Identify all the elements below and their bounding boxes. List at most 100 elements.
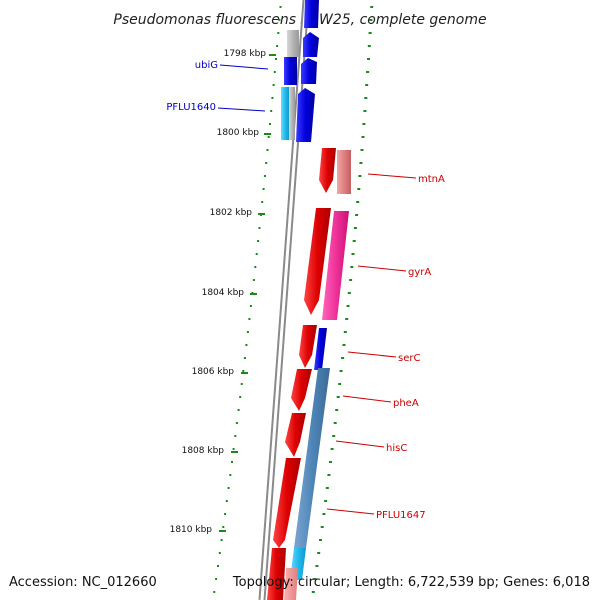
gc-dot-outer <box>365 84 369 86</box>
gene-gyrA[interactable] <box>304 208 331 315</box>
gc-dot-inner <box>261 201 264 203</box>
gc-dot-inner <box>275 58 277 60</box>
gc-dot-inner <box>269 123 271 125</box>
tick-label: 1810 kbp <box>170 525 213 535</box>
gc-dot-outer <box>367 58 370 60</box>
reverse-strand-genes <box>281 0 330 580</box>
label-PFLU1647[interactable]: PFLU1647 <box>376 510 426 521</box>
gc-dot-outer <box>351 253 355 255</box>
gene-labels: ubiG PFLU1640 mtnA gyrA serC pheA hisC P… <box>166 60 445 521</box>
gc-dot-outer <box>333 422 337 424</box>
gc-dot-inner <box>232 448 235 450</box>
gene-fragment-top[interactable] <box>304 0 319 28</box>
gc-dot-inner <box>218 552 221 554</box>
gc-dot-inner <box>272 84 275 86</box>
gc-dot-outer <box>355 214 359 216</box>
gc-dot-outer <box>325 487 329 489</box>
tick-label: 1802 kbp <box>210 208 253 218</box>
map-title: Pseudomonas fluorescens SBW25, complete … <box>113 12 486 28</box>
gc-dot-inner <box>220 539 223 541</box>
gc-dot-inner <box>227 487 230 489</box>
forward-strand-genes <box>267 148 351 600</box>
cog-pink-gyrA <box>322 211 349 320</box>
gene-bottom-lightred[interactable] <box>284 568 298 600</box>
label-gyrA[interactable]: gyrA <box>408 267 431 278</box>
label-mtnA[interactable]: mtnA <box>418 174 445 185</box>
gene-steel-block[interactable] <box>294 368 330 548</box>
gene-bottom-red[interactable] <box>267 548 286 600</box>
gc-dot-inner <box>224 513 227 515</box>
gc-dot-inner <box>231 461 233 463</box>
gc-dot-inner <box>237 409 240 411</box>
gc-dot-outer <box>342 344 346 346</box>
gc-dot-inner <box>242 370 245 372</box>
gc-dot-inner <box>262 188 265 190</box>
gc-dot-outer <box>358 175 362 177</box>
gc-dot-inner <box>225 500 228 502</box>
gc-dot-inner <box>217 565 219 567</box>
gc-dot-outer <box>352 240 356 242</box>
tick-label: 1806 kbp <box>192 367 235 377</box>
gc-dot-outer <box>349 279 353 281</box>
gc-dot-outer <box>369 19 373 21</box>
gc-dot-inner <box>215 578 218 580</box>
gc-dot-outer <box>341 357 345 359</box>
label-pheA[interactable]: pheA <box>393 398 419 409</box>
gc-dot-outer <box>359 162 363 164</box>
cog-blue-1 <box>284 57 297 85</box>
gene-PFLU1647[interactable] <box>273 458 301 548</box>
cog-gray-1 <box>287 30 299 57</box>
gene-blue-serC-overlap[interactable] <box>314 328 327 370</box>
gc-dot-outer <box>327 474 331 476</box>
gc-dot-outer <box>320 526 324 528</box>
gc-dot-inner <box>229 474 232 476</box>
gc-dot-inner <box>257 240 260 242</box>
gc-dot-outer <box>315 565 319 567</box>
gene-ubiG[interactable] <box>303 32 319 57</box>
gc-dot-outer <box>329 461 332 463</box>
gene-pheA[interactable] <box>291 369 312 411</box>
gc-dot-outer <box>361 136 365 138</box>
gc-dot-outer <box>353 227 357 229</box>
gc-dot-outer <box>322 513 326 515</box>
label-ubiG[interactable]: ubiG <box>195 60 218 71</box>
gene-mtnA[interactable] <box>319 148 336 193</box>
label-hisC[interactable]: hisC <box>386 443 407 454</box>
gc-dot-inner <box>213 591 216 593</box>
gc-dot-outer <box>335 409 339 411</box>
gc-dot-inner <box>258 227 261 229</box>
gc-dot-inner <box>270 110 273 112</box>
gc-dot-inner <box>276 45 279 47</box>
gc-dot-inner <box>246 331 249 333</box>
gc-dot-outer <box>367 45 371 47</box>
gc-dot-inner <box>273 71 276 73</box>
gc-dot-inner <box>267 136 270 138</box>
label-PFLU1640[interactable]: PFLU1640 <box>166 102 216 113</box>
gc-dot-inner <box>240 383 243 385</box>
gc-dot-outer <box>370 6 374 8</box>
label-serC[interactable]: serC <box>398 353 420 364</box>
gc-dot-inner <box>243 357 246 359</box>
scale-ticks: 1798 kbp 1800 kbp 1802 kbp 1804 kbp 1806… <box>170 49 276 535</box>
cog-gray-2 <box>289 87 295 140</box>
gene-ubiG-lower[interactable] <box>301 58 317 84</box>
gene-serC[interactable] <box>299 325 317 368</box>
gc-dot-outer <box>364 97 368 99</box>
gene-PFLU1640[interactable] <box>296 88 315 142</box>
gc-dot-outer <box>357 188 361 190</box>
gc-dot-outer <box>330 448 334 450</box>
gc-dot-outer <box>332 435 336 437</box>
gc-dot-inner <box>245 344 248 346</box>
accession-text: Accession: NC_012660 <box>9 575 157 590</box>
gc-dot-outer <box>347 292 351 294</box>
gc-dot-outer <box>324 500 328 502</box>
gc-dot-inner <box>278 19 281 21</box>
gc-content-track <box>213 6 374 593</box>
gc-dot-inner <box>235 422 238 424</box>
gene-hisC[interactable] <box>285 413 306 457</box>
gc-dot-outer <box>339 370 343 372</box>
gc-dot-outer <box>317 552 321 554</box>
tick-label: 1800 kbp <box>217 128 260 138</box>
gc-dot-inner <box>222 526 225 528</box>
gc-dot-outer <box>343 331 347 333</box>
